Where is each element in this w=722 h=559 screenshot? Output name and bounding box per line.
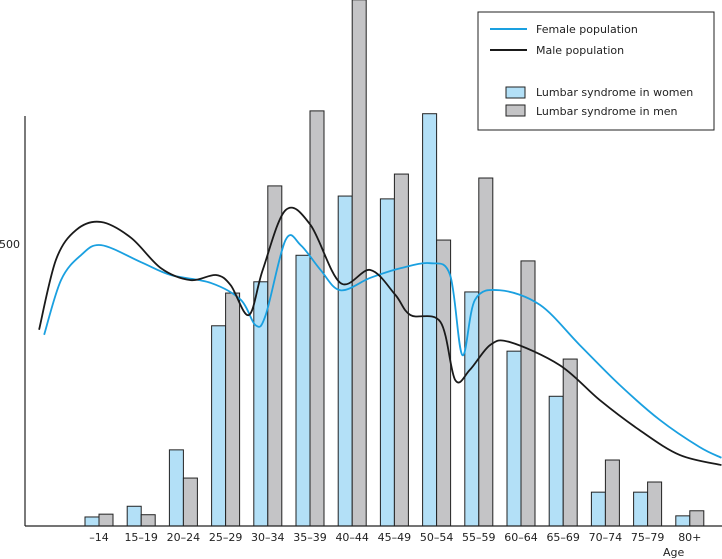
y-tick-label: 500 xyxy=(0,238,20,251)
bar-women-1 xyxy=(126,505,142,527)
x-tick-label: –14 xyxy=(89,531,109,544)
x-axis-label: Age xyxy=(663,546,685,559)
bar-women-0 xyxy=(84,516,100,527)
bar-women-13 xyxy=(633,491,649,527)
bar-women-3 xyxy=(211,325,227,527)
bar-men-9 xyxy=(478,177,494,527)
legend-men-bar-swatch xyxy=(505,104,526,117)
bar-women-5 xyxy=(295,254,311,527)
legend-women-bar-swatch xyxy=(505,86,526,99)
male-population-line xyxy=(38,206,722,466)
y-tick-labels: 500 xyxy=(0,238,20,251)
x-tick-label: 75–79 xyxy=(631,531,665,544)
legend: Female population Male population Lumbar… xyxy=(477,11,715,131)
bar-men-5 xyxy=(309,110,325,527)
x-tick-labels: –14 15–19 20–24 25–29 30–34 35–39 40–44 45–49 50… xyxy=(89,531,701,544)
bar-men-2 xyxy=(182,477,198,527)
x-tick-label: 50–54 xyxy=(420,531,454,544)
bar-women-9 xyxy=(464,291,480,527)
x-tick-label: 25–29 xyxy=(209,531,243,544)
bar-men-14 xyxy=(689,510,705,527)
bar-women-6 xyxy=(337,195,353,527)
bar-women-4 xyxy=(253,281,269,527)
x-tick-label: 80+ xyxy=(678,531,701,544)
bar-men-1 xyxy=(140,514,156,527)
bar-women-2 xyxy=(168,449,184,527)
legend-male-label: Male population xyxy=(536,44,624,57)
x-tick-label: 45–49 xyxy=(378,531,412,544)
bar-men-11 xyxy=(562,358,578,527)
bar-women-7 xyxy=(379,198,395,527)
female-population-line xyxy=(43,234,722,459)
legend-men-label: Lumbar syndrome in men xyxy=(536,105,678,118)
bar-men-12 xyxy=(604,459,620,527)
x-tick-label: 70–74 xyxy=(589,531,623,544)
x-tick-label: 20–24 xyxy=(167,531,201,544)
bar-men-6 xyxy=(351,0,367,527)
legend-female-label: Female population xyxy=(536,23,638,36)
x-tick-label: 55–59 xyxy=(462,531,496,544)
x-tick-label: 40–44 xyxy=(335,531,369,544)
bar-women-14 xyxy=(675,515,691,527)
x-tick-label: 35–39 xyxy=(293,531,327,544)
bar-women-8 xyxy=(422,113,438,527)
x-tick-label: 30–34 xyxy=(251,531,285,544)
bar-men-0 xyxy=(98,513,114,527)
bar-men-7 xyxy=(393,173,409,527)
x-tick-label: 60–64 xyxy=(504,531,538,544)
bar-men-4 xyxy=(267,185,283,527)
x-tick-label: 65–69 xyxy=(546,531,580,544)
bar-men-3 xyxy=(225,292,241,527)
bar-men-13 xyxy=(647,481,663,527)
x-tick-label: 15–19 xyxy=(124,531,158,544)
bar-women-10 xyxy=(506,350,522,527)
bar-men-8 xyxy=(436,239,452,527)
bar-women-11 xyxy=(548,395,564,527)
lines-layer xyxy=(38,206,722,466)
bar-women-12 xyxy=(590,491,606,527)
legend-women-label: Lumbar syndrome in women xyxy=(536,86,693,99)
